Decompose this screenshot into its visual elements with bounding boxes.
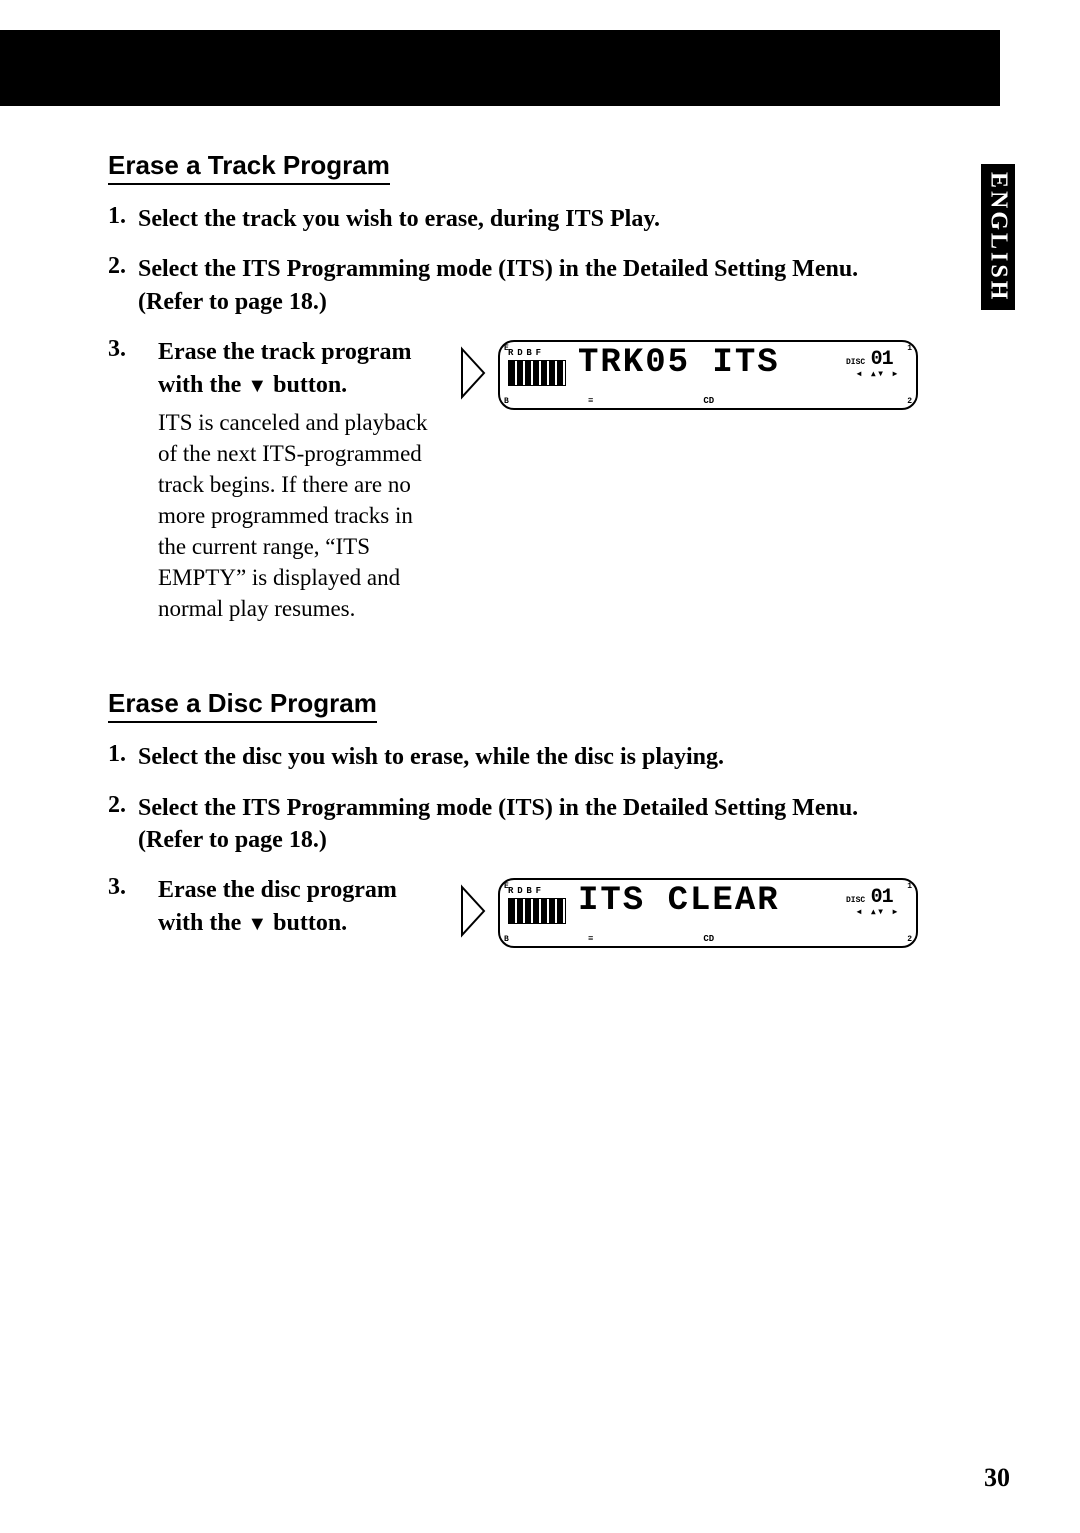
- lcd-sub-cd: CD: [703, 396, 714, 406]
- step-text-b: button.: [267, 910, 347, 936]
- page-content: Erase a Track Program 1. Select the trac…: [108, 150, 918, 966]
- step-number: 2.: [108, 253, 138, 318]
- step-number: 3.: [108, 874, 138, 901]
- step-2: 2. Select the ITS Programming mode (ITS)…: [108, 253, 918, 318]
- step-text: Erase the disc program with the ▼ button…: [158, 874, 438, 939]
- lcd-sub-row: ≡ CD: [588, 934, 848, 944]
- step-text: Select the ITS Programming mode (ITS) in…: [138, 792, 918, 857]
- step-3: 3. Erase the track program with the ▼ bu…: [108, 336, 918, 624]
- lcd-left-icons: R D B F: [508, 348, 572, 402]
- lcd-bars-icon: [508, 898, 566, 924]
- lcd-nav-icons: ◂ ▴▾ ▸: [846, 907, 908, 918]
- section-erase-disc: Erase a Disc Program 1. Select the disc …: [108, 688, 918, 948]
- lcd-nav-icons: ◂ ▴▾ ▸: [846, 369, 908, 380]
- down-triangle-icon: ▼: [247, 913, 267, 935]
- play-arrow-icon: [458, 345, 488, 406]
- play-arrow-icon: [458, 883, 488, 944]
- down-triangle-icon: ▼: [247, 375, 267, 397]
- step-number: 1.: [108, 741, 138, 773]
- step-1: 1. Select the disc you wish to erase, wh…: [108, 741, 918, 773]
- step-number: 2.: [108, 792, 138, 857]
- lcd-sub-row: ≡ CD: [588, 396, 848, 406]
- language-tab: ENGLISH: [981, 164, 1015, 310]
- section-heading: Erase a Track Program: [108, 150, 390, 185]
- lcd-display-group: E 1 B 2 R D B F TRK05 ITS ≡ CD DISC: [458, 340, 918, 410]
- lcd-disc-label: DISC: [846, 358, 865, 367]
- lcd-indicators: R D B F: [508, 348, 572, 358]
- step-text-b: button.: [267, 372, 347, 398]
- lcd-indicators: R D B F: [508, 886, 572, 896]
- step-text: Select the disc you wish to erase, while…: [138, 741, 724, 773]
- lcd-main-text: TRK05 ITS: [578, 344, 780, 382]
- step-note: ITS is canceled and playback of the next…: [158, 407, 438, 624]
- lcd-panel: E 1 B 2 R D B F ITS CLEAR ≡ CD DISC: [498, 878, 918, 948]
- lcd-display-group: E 1 B 2 R D B F ITS CLEAR ≡ CD DISC: [458, 878, 918, 948]
- language-tab-label: ENGLISH: [985, 172, 1012, 302]
- lcd-sub-blank: ≡: [588, 396, 593, 406]
- step-text: Select the ITS Programming mode (ITS) in…: [138, 253, 918, 318]
- section-erase-track: Erase a Track Program 1. Select the trac…: [108, 150, 918, 624]
- step-number: 3.: [108, 336, 138, 363]
- step-text: Erase the track program with the ▼ butto…: [158, 336, 438, 401]
- page-number: 30: [984, 1463, 1010, 1493]
- lcd-left-icons: R D B F: [508, 886, 572, 940]
- step-number: 1.: [108, 203, 138, 235]
- lcd-main-text: ITS CLEAR: [578, 882, 780, 920]
- header-black-band: [0, 30, 1000, 106]
- lcd-disc-label: DISC: [846, 896, 865, 905]
- lcd-right-block: DISC 01 ◂ ▴▾ ▸: [846, 348, 908, 404]
- step-1: 1. Select the track you wish to erase, d…: [108, 203, 918, 235]
- lcd-right-block: DISC 01 ◂ ▴▾ ▸: [846, 886, 908, 942]
- lcd-sub-cd: CD: [703, 934, 714, 944]
- section-heading: Erase a Disc Program: [108, 688, 377, 723]
- step-2: 2. Select the ITS Programming mode (ITS)…: [108, 792, 918, 857]
- step-3: 3. Erase the disc program with the ▼ but…: [108, 874, 918, 948]
- step-text: Select the track you wish to erase, duri…: [138, 203, 660, 235]
- lcd-panel: E 1 B 2 R D B F TRK05 ITS ≡ CD DISC: [498, 340, 918, 410]
- lcd-bars-icon: [508, 360, 566, 386]
- lcd-sub-blank: ≡: [588, 934, 593, 944]
